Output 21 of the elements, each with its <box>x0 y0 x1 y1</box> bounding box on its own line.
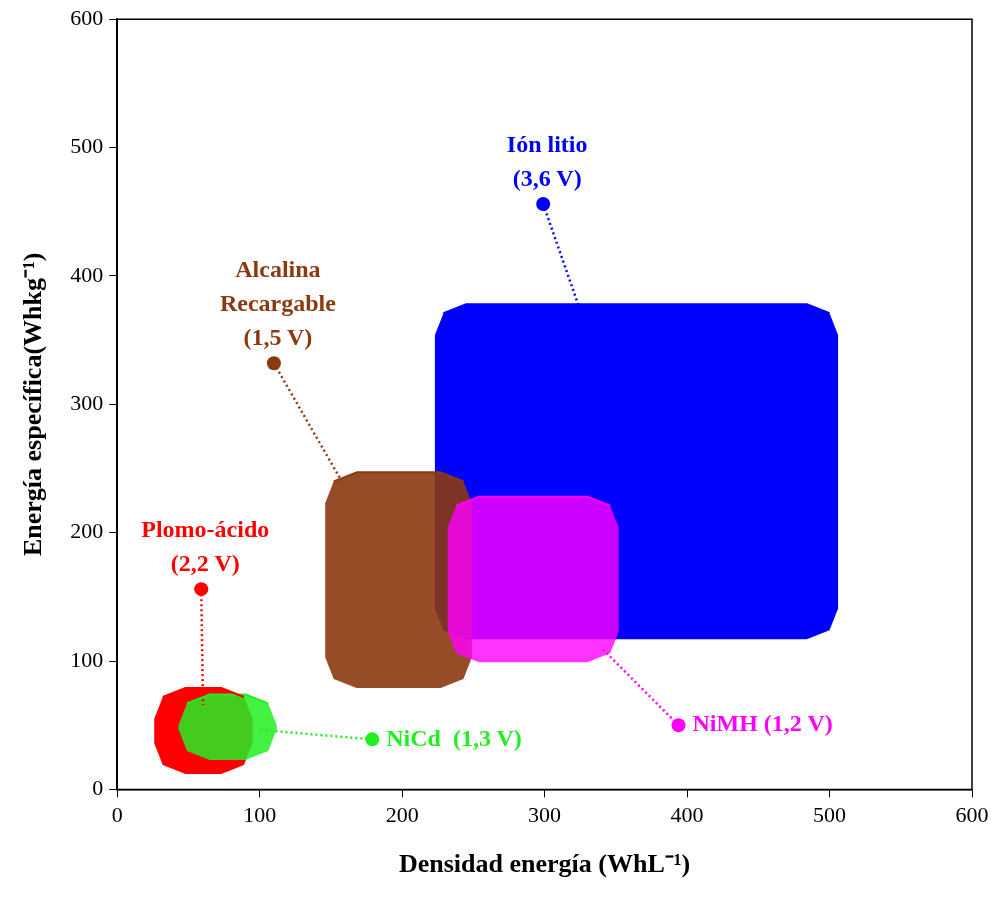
x-tick-label: 100 <box>243 802 277 828</box>
y-tick-label: 100 <box>70 646 104 672</box>
annotation: Alcalina Recargable (1,5 V) <box>219 256 337 351</box>
x-tick-label: 500 <box>813 802 847 828</box>
annotation: Ión litio (3,6 V) <box>506 131 588 192</box>
x-tick-label: 300 <box>528 802 562 828</box>
x-tick-label: 0 <box>111 802 123 828</box>
y-tick-label: 400 <box>70 261 104 287</box>
annotation: Plomo-ácido (2,2 V) <box>141 516 270 577</box>
y-tick-label: 300 <box>70 390 104 416</box>
x-tick-label: 200 <box>385 802 419 828</box>
y-tick-label: 0 <box>92 775 104 801</box>
annotation: NiCd (1,3 V) <box>386 724 522 751</box>
x-axis-title: Densidad energía (WhL⁻¹) <box>398 849 691 879</box>
x-tick-label: 400 <box>670 802 704 828</box>
y-tick-label: 500 <box>70 133 104 159</box>
y-tick-label: 600 <box>70 4 104 30</box>
x-tick-label: 600 <box>955 802 989 828</box>
y-axis-title: Energía específica(Whkg⁻¹) <box>18 252 48 557</box>
annotation: NiMH (1,2 V) <box>692 710 833 737</box>
y-tick-label: 200 <box>70 518 104 544</box>
